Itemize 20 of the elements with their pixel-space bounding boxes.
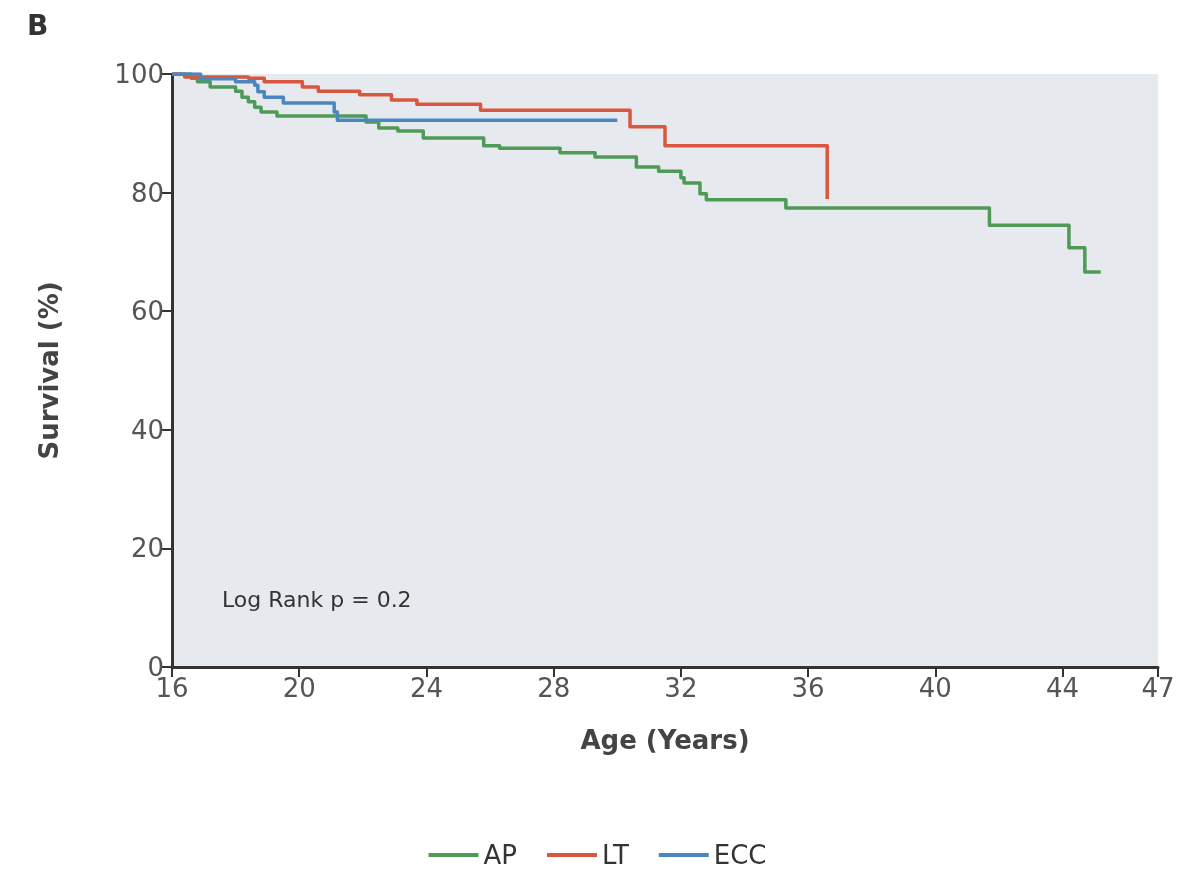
x-tick-label: 20 (282, 673, 316, 703)
legend-label: ECC (713, 840, 767, 870)
y-tick-label: 80 (130, 177, 164, 208)
legend-label: AP (483, 840, 517, 870)
x-tick-label: 40 (918, 673, 952, 703)
x-tick-label: 28 (537, 673, 571, 703)
chart-title: B (27, 8, 49, 42)
x-tick-label: 36 (791, 673, 825, 703)
y-tick-label: 100 (114, 59, 164, 89)
x-tick-label: 44 (1046, 673, 1080, 703)
annotation: Log Rank p = 0.2 (222, 586, 412, 612)
x-axis-title: Age (Years) (580, 725, 750, 755)
x-tick-label: 47 (1141, 673, 1175, 703)
y-tick-label: 40 (130, 414, 164, 445)
y-axis-title: Survival (%) (34, 281, 64, 460)
legend-label: LT (601, 840, 629, 870)
y-tick-label: 20 (130, 533, 164, 564)
y-tick-label: 60 (130, 296, 164, 327)
x-tick-label: 24 (409, 673, 443, 703)
x-tick-label: 32 (664, 673, 698, 703)
